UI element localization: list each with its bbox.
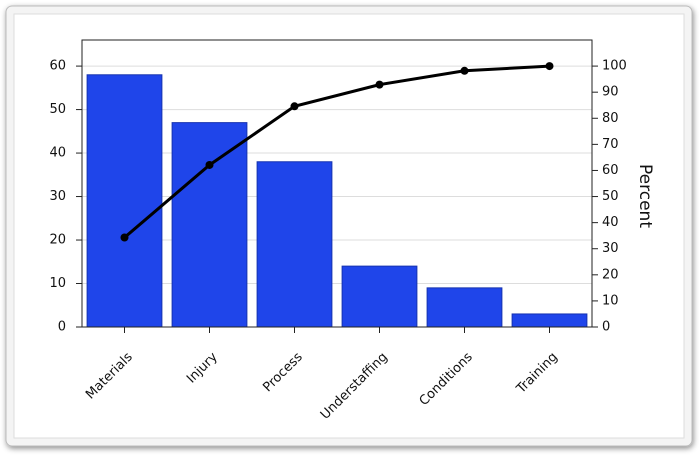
bar (171, 122, 248, 328)
bar (86, 74, 163, 328)
y2-tick-label: 10 (602, 293, 619, 308)
y2-tick-label: 30 (602, 241, 619, 256)
y2-tick-label: 0 (602, 320, 610, 335)
cumulative-point (375, 80, 384, 89)
cumulative-point (460, 66, 469, 75)
y2-tick-label: 100 (602, 59, 627, 74)
cumulative-point (120, 233, 129, 242)
y-tick-label: 20 (49, 233, 66, 248)
y-tick-label: 0 (58, 320, 66, 335)
bar (341, 265, 418, 328)
cumulative-line (123, 64, 550, 239)
y2-tick-label: 20 (602, 267, 619, 282)
y2-tick-label: 70 (602, 137, 619, 152)
bar (511, 313, 588, 328)
y-tick-label: 30 (49, 189, 66, 204)
y-tick-label: 50 (49, 102, 66, 117)
y2-tick-label: 60 (602, 163, 619, 178)
y2-tick-label: 40 (602, 215, 619, 230)
y2-tick-label: 80 (602, 111, 619, 126)
y2-tick-label: 50 (602, 189, 619, 204)
plot-border (81, 39, 593, 328)
y-tick-label: 10 (49, 276, 66, 291)
y2-tick-label: 90 (602, 85, 619, 100)
cumulative-point (205, 160, 214, 169)
cumulative-point (545, 62, 554, 71)
cumulative-point (290, 102, 299, 111)
y-tick-label: 60 (49, 59, 66, 74)
bar (256, 161, 333, 328)
y2-axis-label: Percent (635, 164, 655, 228)
y-tick-label: 40 (49, 146, 66, 161)
bar (426, 287, 503, 328)
